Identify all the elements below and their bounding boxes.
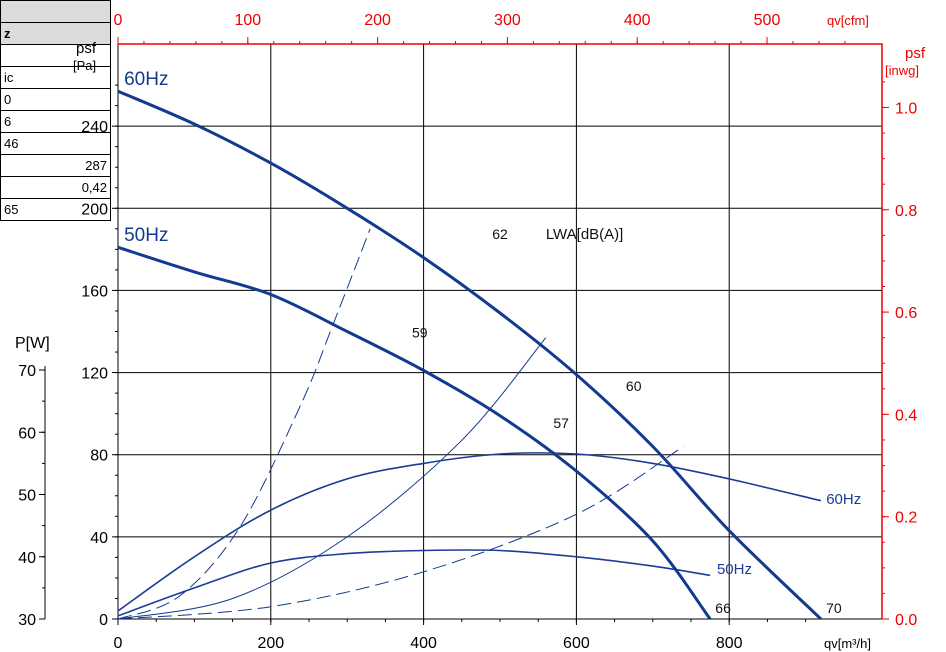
right-tick-label: 0.0 xyxy=(895,612,917,629)
spec-table: z ic 0 6 46 287 0,42 65 xyxy=(0,0,111,221)
power-tick-label: 70 xyxy=(18,363,36,380)
right-tick-label: 0.4 xyxy=(895,407,917,424)
table-cell: 287 xyxy=(0,154,111,177)
right-tick-label: 0.6 xyxy=(895,305,917,322)
y-tick-label: 160 xyxy=(81,283,108,300)
right-tick-label: 0.8 xyxy=(895,203,917,220)
table-cell: z xyxy=(0,22,111,45)
pressure-curve-60Hz xyxy=(117,89,822,621)
y-axis-unit: [Pa] xyxy=(73,58,96,73)
top-tick-label: 500 xyxy=(754,12,781,29)
table-cell: ic xyxy=(0,66,111,89)
noise-label: 62 xyxy=(492,226,508,242)
top-tick-label: 0 xyxy=(114,12,123,29)
power-tick-label: 30 xyxy=(18,612,36,629)
y-tick-label: 80 xyxy=(90,448,108,465)
table-cell: 6 xyxy=(0,110,111,133)
top-tick-label: 100 xyxy=(234,12,261,29)
y-tick-label: 40 xyxy=(90,530,108,547)
noise-label: 57 xyxy=(553,415,569,431)
power-tick-label: 40 xyxy=(18,550,36,567)
curve-label: 50Hz xyxy=(717,561,752,578)
x-axis-label: qv[m³/h] xyxy=(824,636,871,651)
x-tick-label: 600 xyxy=(563,635,590,652)
right-axis-unit: [inwg] xyxy=(885,63,919,78)
noise-label: 59 xyxy=(412,325,428,341)
right-axis-label: psf xyxy=(905,45,926,62)
x-tick-label: 0 xyxy=(114,635,123,652)
power-curve-60Hz xyxy=(117,452,822,612)
y-axis-label: psf xyxy=(76,40,97,57)
curve-label: 60Hz xyxy=(124,69,168,90)
noise-label: 70 xyxy=(826,600,842,616)
pressure-curve-50Hz xyxy=(117,245,712,620)
power-curve-50Hz xyxy=(117,549,711,617)
top-tick-label: 200 xyxy=(364,12,391,29)
power-tick-label: 60 xyxy=(18,425,36,442)
y-tick-label: 120 xyxy=(81,366,108,383)
system-curve xyxy=(117,337,547,620)
power-axis-label: P[W] xyxy=(15,335,50,352)
power-tick-label: 50 xyxy=(18,488,36,505)
system-curve xyxy=(117,446,684,620)
top-tick-label: 400 xyxy=(624,12,651,29)
table-cell: 46 xyxy=(0,132,111,155)
table-cell xyxy=(0,0,111,23)
table-cell: 0,42 xyxy=(0,176,111,199)
system-curve xyxy=(117,228,371,620)
x-tick-label: 200 xyxy=(257,635,284,652)
curve-label: 60Hz xyxy=(826,491,861,508)
table-cell: 65 xyxy=(0,198,111,221)
table-cell xyxy=(0,44,111,67)
y-tick-label: 240 xyxy=(81,119,108,136)
top-axis-label: qv[cfm] xyxy=(827,13,869,28)
top-tick-label: 300 xyxy=(494,12,521,29)
curve-label: 50Hz xyxy=(124,225,168,246)
noise-label: 66 xyxy=(715,600,731,616)
noise-label: 60 xyxy=(626,378,642,394)
y-tick-label: 0 xyxy=(99,612,108,629)
x-tick-label: 400 xyxy=(410,635,437,652)
y-tick-label: 200 xyxy=(81,201,108,218)
right-tick-label: 1.0 xyxy=(895,100,917,117)
right-tick-label: 0.2 xyxy=(895,510,917,527)
noise-label: LWA[dB(A)] xyxy=(546,226,624,243)
x-tick-label: 800 xyxy=(716,635,743,652)
